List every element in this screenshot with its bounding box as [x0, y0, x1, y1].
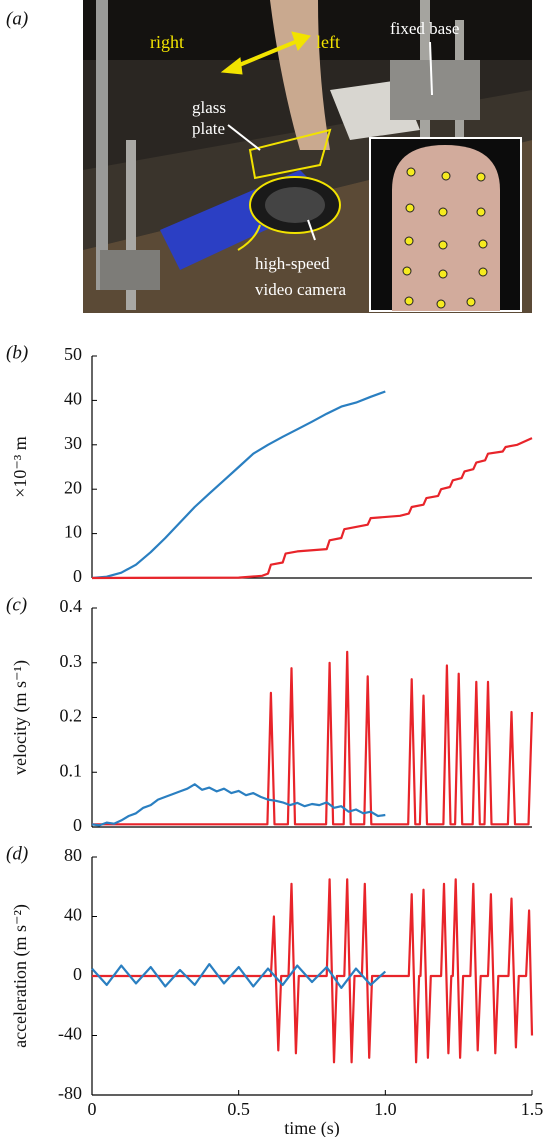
annotation: plate: [192, 119, 225, 138]
panel-label: (a): [6, 8, 28, 29]
annotation: fixed base: [390, 19, 459, 38]
annotation: video camera: [255, 280, 347, 299]
y-tick-label: -40: [58, 1024, 82, 1044]
y-tick-label: -80: [58, 1083, 82, 1103]
y-tick-label: 10: [64, 522, 82, 542]
y-axis-label: ×10⁻³ m: [10, 436, 30, 498]
data-line: [92, 392, 385, 579]
y-tick-label: 30: [64, 433, 82, 453]
y-tick-label: 0: [73, 964, 82, 984]
panel-label: (d): [6, 843, 28, 864]
y-tick-label: 20: [64, 477, 82, 497]
panel-label: (b): [6, 342, 28, 363]
data-line: [92, 784, 385, 825]
y-tick-label: 0.2: [60, 706, 83, 726]
y-tick-label: 40: [64, 389, 82, 409]
y-tick-label: 0: [73, 566, 82, 586]
y-tick-label: 0.1: [60, 760, 83, 780]
y-tick-label: 0: [73, 815, 82, 835]
x-axis-label: time (s): [284, 1118, 340, 1137]
data-line: [92, 652, 532, 825]
figure: (a) ri: [0, 0, 547, 1137]
x-tick-label: 0: [88, 1099, 97, 1119]
y-axis-label: acceleration (m s⁻²): [10, 904, 31, 1048]
y-tick-label: 0.4: [60, 596, 83, 616]
y-tick-label: 80: [64, 845, 82, 865]
y-tick-label: 40: [64, 905, 82, 925]
page: {"photo": {"label": "(a)", "right": "rig…: [0, 0, 547, 1137]
data-line: [92, 879, 532, 1062]
x-tick-label: 0.5: [227, 1099, 250, 1119]
data-line: [92, 438, 532, 578]
y-axis-label: velocity (m s⁻¹): [10, 660, 31, 775]
x-tick-label: 1.5: [521, 1099, 544, 1119]
panel-label: (c): [6, 594, 27, 615]
y-tick-label: 0.3: [60, 651, 83, 671]
annotation: glass: [192, 98, 226, 117]
annotation: right: [150, 32, 184, 52]
y-tick-label: 50: [64, 344, 82, 364]
annotation: high-speed: [255, 254, 330, 273]
annotation: left: [316, 32, 340, 52]
x-tick-label: 1.0: [374, 1099, 397, 1119]
